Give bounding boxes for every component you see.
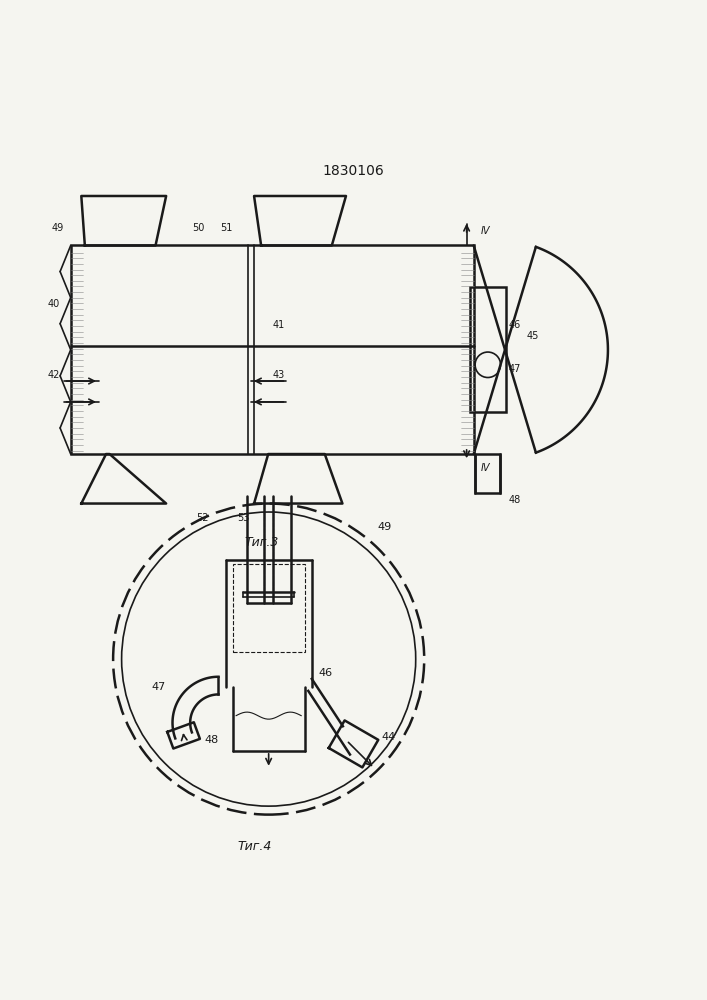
Text: 49: 49 <box>378 522 392 532</box>
Text: IV: IV <box>481 226 490 236</box>
Text: 52: 52 <box>196 513 209 523</box>
Text: 1830106: 1830106 <box>322 164 385 178</box>
Bar <box>233 564 305 652</box>
Text: 49: 49 <box>52 223 64 233</box>
Text: Τиг.4: Τиг.4 <box>238 840 271 853</box>
Text: 46: 46 <box>319 668 333 678</box>
Bar <box>71 245 474 454</box>
Text: 51: 51 <box>220 223 233 233</box>
Text: 43: 43 <box>272 370 284 380</box>
Text: Τиг.3: Τиг.3 <box>245 536 279 549</box>
Text: 45: 45 <box>527 331 539 341</box>
Bar <box>475 454 500 493</box>
Text: 47: 47 <box>151 682 165 692</box>
Text: 48: 48 <box>204 735 218 745</box>
Text: 46: 46 <box>509 320 521 330</box>
Text: 53: 53 <box>237 513 250 523</box>
Text: 42: 42 <box>47 370 60 380</box>
Text: 47: 47 <box>509 364 522 374</box>
Text: 40: 40 <box>48 299 60 309</box>
Text: IV: IV <box>481 463 490 473</box>
Text: 50: 50 <box>192 223 204 233</box>
Text: 44: 44 <box>382 732 396 742</box>
Text: 41: 41 <box>272 320 284 330</box>
Bar <box>470 287 506 412</box>
Text: 48: 48 <box>509 495 521 505</box>
